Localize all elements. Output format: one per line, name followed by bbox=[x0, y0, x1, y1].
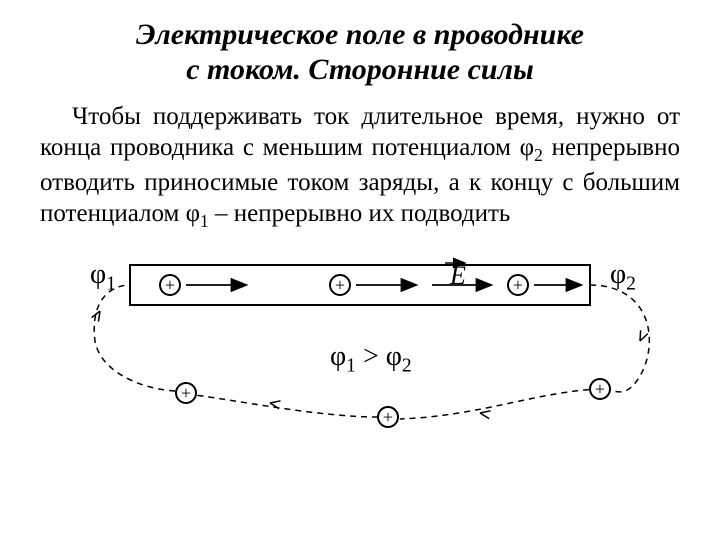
plus-sign: + bbox=[595, 380, 605, 398]
phi2-sub: 2 bbox=[534, 145, 543, 165]
return-path-arrow bbox=[636, 330, 647, 342]
phi2-label: φ2 bbox=[610, 259, 636, 296]
inequality: φ1 > φ2 bbox=[330, 341, 412, 378]
plus-sign: + bbox=[165, 276, 175, 294]
title-line-1: Электрическое поле в проводнике bbox=[40, 18, 680, 53]
para-seg-3: – непрерывно их подводить bbox=[209, 200, 511, 227]
plus-sign: + bbox=[513, 276, 523, 294]
body-paragraph: Чтобы поддерживать ток длительное время,… bbox=[40, 101, 680, 233]
phi1-label: φ1 bbox=[90, 259, 116, 296]
e-vector-label: E bbox=[450, 261, 466, 291]
phi2-sym: φ bbox=[520, 134, 534, 161]
plus-sign: + bbox=[335, 276, 345, 294]
return-path-arrow bbox=[479, 409, 490, 419]
title-line-2: с током. Сторонние силы bbox=[40, 53, 680, 88]
phi1-sym: φ bbox=[186, 200, 200, 227]
plus-sign: + bbox=[181, 384, 191, 402]
plus-sign: + bbox=[383, 408, 393, 426]
circuit-diagram: + + + + + + φ1 φ2 Eφ1 > φ2 bbox=[40, 241, 680, 471]
page-title: Электрическое поле в проводнике с током.… bbox=[40, 18, 680, 87]
return-path-arrow bbox=[92, 309, 104, 322]
phi1-sub: 1 bbox=[200, 211, 209, 231]
